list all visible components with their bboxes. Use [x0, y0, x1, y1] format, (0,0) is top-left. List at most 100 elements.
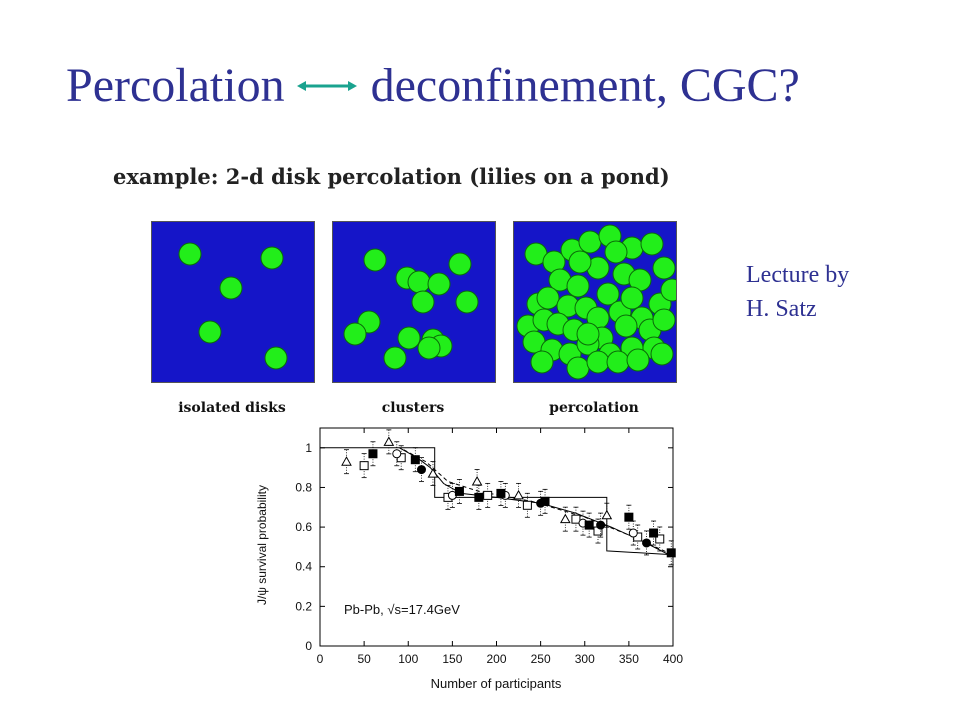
- data-point-triangle-open: [471, 469, 483, 494]
- title-left: Percolation: [66, 59, 285, 112]
- data-point-circle-filled: [642, 530, 652, 556]
- y-axis-label: J/ψ survival probability: [255, 485, 269, 605]
- data-point-triangle-open: [559, 506, 571, 532]
- y-tick-label: 0.2: [295, 599, 312, 613]
- lily-disk: [652, 308, 676, 332]
- figure-caption: example: 2-d disk percolation (lilies on…: [113, 164, 670, 189]
- y-tick-label: 1: [305, 441, 312, 455]
- x-axis-label: Number of participants: [431, 676, 562, 691]
- survival-probability-chart: 0 50 100 150 200 250 300 350 400 0 0.2 0.4 0.6 0.8 1 N…: [255, 427, 683, 691]
- data-point-square-filled: [454, 479, 464, 504]
- lecture-credit: Lecture by H. Satz: [746, 258, 849, 326]
- panel-clusters: [332, 221, 496, 383]
- lecture-line-1: Lecture by: [746, 262, 850, 288]
- data-point-square-filled: [474, 484, 484, 510]
- lily-disk: [626, 348, 650, 372]
- lily-disk: [660, 278, 676, 302]
- data-point-circle-filled: [536, 490, 546, 516]
- double-arrow-icon: [296, 80, 357, 91]
- lecture-line-2: H. Satz: [746, 296, 817, 322]
- data-point-square-open: [483, 482, 493, 508]
- x-tick-label: 250: [531, 652, 551, 666]
- lily-disk: [411, 290, 435, 314]
- lily-disk: [596, 282, 620, 306]
- lily-disk: [652, 256, 676, 280]
- data-point-circle-filled: [416, 457, 426, 483]
- lily-disk: [407, 270, 431, 294]
- lily-disk: [606, 350, 630, 374]
- pond-svg: [516, 224, 676, 380]
- lily-disk: [343, 322, 367, 346]
- lily-disk: [568, 250, 592, 274]
- data-point-square-filled: [410, 447, 420, 473]
- data-point-circle-open: [392, 441, 402, 467]
- lily-disk: [260, 246, 284, 270]
- data-point-square-open: [522, 492, 532, 518]
- data-point-square-filled: [496, 481, 506, 506]
- label-clusters: clusters: [381, 400, 445, 416]
- data-point-triangle-open: [383, 429, 395, 455]
- title-right: deconfinement, CGC?: [370, 59, 800, 112]
- chart-frame: 0 50 100 150 200 250 300 350 400 0 0.2 0.4 0.6 0.8 1: [295, 427, 683, 666]
- lily-disk: [620, 286, 644, 310]
- lily-disk: [455, 290, 479, 314]
- data-point-square-open: [571, 506, 581, 532]
- y-tick-label: 0: [305, 639, 312, 653]
- data-point-square-open: [655, 526, 665, 552]
- lily-disk: [530, 350, 554, 374]
- lily-disk: [178, 242, 202, 266]
- lily-disk: [576, 322, 600, 346]
- x-tick-label: 100: [398, 652, 418, 666]
- pond-svg: [343, 248, 479, 370]
- x-tick-label: 350: [619, 652, 639, 666]
- x-tick-label: 400: [663, 652, 683, 666]
- lily-disk: [578, 230, 602, 254]
- x-tick-label: 300: [575, 652, 595, 666]
- slide-title: Percolation deconfinement, CGC?: [66, 58, 800, 113]
- data-point-square-filled: [368, 441, 378, 467]
- lily-disk: [219, 276, 243, 300]
- lily-disk: [536, 286, 560, 310]
- x-tick-label: 50: [357, 652, 371, 666]
- y-tick-label: 0.4: [295, 560, 312, 574]
- lily-disk: [198, 320, 222, 344]
- lily-disk: [264, 346, 288, 370]
- lily-disk: [566, 274, 590, 298]
- lily-disk: [586, 350, 610, 374]
- lily-disk: [640, 232, 664, 256]
- lily-disk: [397, 326, 421, 350]
- lily-disk: [604, 240, 628, 264]
- data-point-square-filled: [649, 520, 659, 546]
- y-tick-label: 0.8: [295, 480, 312, 494]
- chart-points: [341, 429, 676, 566]
- data-point-triangle-open: [601, 502, 613, 528]
- data-point-square-open: [359, 453, 369, 479]
- lily-disk: [566, 356, 590, 380]
- data-point-triangle-open: [427, 461, 439, 486]
- lily-disk: [448, 252, 472, 276]
- chart-curves: [320, 447, 674, 558]
- x-tick-label: 200: [486, 652, 506, 666]
- panel-percolation: [513, 221, 677, 383]
- x-tick-label: 150: [442, 652, 462, 666]
- lily-disk: [363, 248, 387, 272]
- lily-disk: [417, 336, 441, 360]
- model-curve: [320, 447, 674, 556]
- chart-annotation: Pb-Pb, √s=17.4GeV: [344, 602, 460, 617]
- data-point-square-filled: [584, 512, 594, 538]
- data-point-square-filled: [624, 504, 634, 530]
- label-percolation: percolation: [549, 400, 639, 416]
- lily-disk: [650, 342, 674, 366]
- x-tick-label: 0: [317, 652, 324, 666]
- lily-disk: [383, 346, 407, 370]
- pond-svg: [178, 242, 288, 370]
- data-point-triangle-open: [341, 449, 352, 475]
- model-curve: [399, 447, 674, 558]
- lily-disk: [614, 314, 638, 338]
- label-isolated-disks: isolated disks: [178, 400, 286, 416]
- lily-disk: [427, 272, 451, 296]
- y-tick-label: 0.6: [295, 520, 312, 534]
- data-point-square-filled: [666, 540, 676, 566]
- panel-isolated-disks: [151, 221, 315, 383]
- data-point-triangle-open: [513, 482, 524, 508]
